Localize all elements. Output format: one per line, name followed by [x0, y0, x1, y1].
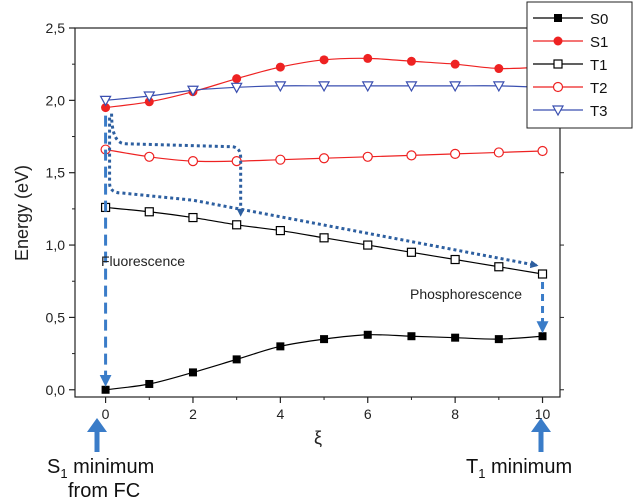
data-point-t3: [230, 82, 243, 94]
data-point-t3: [361, 81, 374, 93]
y-tick-label: 2,0: [46, 92, 66, 108]
series-layer: [99, 53, 549, 394]
series-s0: [101, 330, 547, 394]
legend-item-s0: S0: [533, 11, 608, 28]
legend-box: [526, 1, 633, 129]
data-point-t2: [493, 147, 504, 158]
y-tick-label: 1,5: [46, 165, 66, 181]
legend-marker-s0: [554, 14, 562, 22]
legend-marker-t1: [553, 59, 563, 69]
data-point-t2: [144, 151, 155, 162]
data-point-s1: [319, 55, 329, 65]
data-point-s0: [276, 342, 285, 351]
data-point-s1: [101, 103, 111, 113]
y-axis-label: Energy (eV): [12, 165, 32, 261]
data-point-t3: [186, 85, 199, 97]
data-point-t2: [537, 145, 548, 157]
transition-arrows: [99, 113, 549, 387]
data-point-t2: [406, 150, 417, 161]
data-point-s0: [188, 368, 197, 377]
legend-item-s1: S1: [533, 34, 608, 51]
legend-label-t1: T1: [590, 57, 608, 74]
data-point-t3: [274, 81, 287, 93]
fluorescence-label: Fluorescence: [101, 253, 185, 269]
data-point-t1: [144, 207, 154, 217]
x-tick-label: 0: [102, 406, 110, 422]
data-point-t3: [449, 81, 462, 93]
data-point-s1: [363, 53, 373, 63]
series-t1: [100, 202, 548, 279]
data-point-t3: [405, 81, 418, 93]
legend-label-s1: S1: [590, 34, 608, 51]
data-point-t3: [492, 81, 505, 93]
right-up-arrow-icon: [531, 418, 551, 432]
data-point-t3: [318, 81, 331, 93]
x-tick-label: 8: [451, 406, 459, 422]
data-point-t1: [363, 240, 373, 250]
data-point-t1: [188, 212, 198, 223]
data-point-s0: [538, 332, 547, 341]
s1-minimum-label: S1 minimum: [47, 456, 154, 481]
plot-frame: [74, 27, 561, 398]
data-point-t3: [99, 95, 112, 107]
legend-marker-t3: [551, 105, 565, 117]
data-point-t2: [275, 154, 286, 165]
legend-label-t2: T2: [590, 80, 608, 97]
legend-item-t2: T2: [533, 80, 608, 97]
x-tick-label: 10: [535, 406, 551, 422]
y-tick-label: 1,0: [46, 237, 66, 253]
from-fc-label: from FC: [68, 480, 140, 498]
data-point-t1: [319, 233, 329, 243]
data-point-t1: [537, 269, 548, 279]
y-tick-label: 2,5: [46, 20, 66, 36]
data-point-t1: [275, 225, 285, 236]
data-point-t2: [187, 156, 199, 167]
data-point-s0: [320, 335, 329, 344]
data-point-s0: [101, 385, 110, 394]
data-point-s0: [494, 335, 503, 344]
data-point-s1: [406, 56, 416, 66]
series-t2: [100, 144, 548, 167]
y-tick-label: 0,0: [46, 382, 66, 398]
data-point-s1: [494, 64, 504, 74]
left-up-arrow-icon: [87, 418, 107, 432]
data-point-t3: [143, 91, 156, 103]
phosphorescence-label: Phosphorescence: [410, 286, 522, 302]
data-point-s1: [450, 59, 460, 69]
x-axis-label: ξ: [314, 428, 322, 448]
dotted-path-lower: [108, 117, 539, 269]
data-point-t2: [362, 151, 373, 162]
legend-label-s0: S0: [590, 11, 608, 28]
x-tick-label: 2: [189, 406, 197, 422]
axes: 0,0 0,5 1,0 1,5 2,0 2,5 0 2 4 6 8 10: [46, 20, 564, 422]
x-tick-label: 4: [276, 406, 284, 422]
legend-label-t3: T3: [590, 103, 608, 120]
legend-marker-t2: [552, 81, 564, 93]
legend: S0 S1 T1 T2 T3: [533, 11, 608, 120]
series-t3: [99, 81, 549, 107]
data-point-s0: [363, 330, 372, 339]
legend-marker-s1: [553, 36, 563, 46]
legend-item-t3: T3: [533, 103, 608, 120]
data-point-t1: [232, 220, 242, 230]
data-point-s0: [451, 333, 460, 342]
data-point-t1: [406, 247, 417, 257]
data-point-t1: [494, 262, 504, 272]
data-point-t2: [450, 148, 461, 159]
y-tick-label: 0,5: [46, 309, 66, 325]
data-point-s0: [232, 355, 241, 364]
data-point-t2: [318, 153, 330, 164]
data-point-t1: [450, 254, 460, 265]
data-point-s0: [145, 379, 154, 388]
data-point-s0: [407, 332, 416, 341]
t1-minimum-label: T1 minimum: [466, 456, 572, 481]
data-point-s1: [275, 62, 285, 72]
data-point-s1: [232, 74, 242, 84]
legend-item-t1: T1: [533, 57, 608, 74]
x-tick-label: 6: [364, 406, 372, 422]
